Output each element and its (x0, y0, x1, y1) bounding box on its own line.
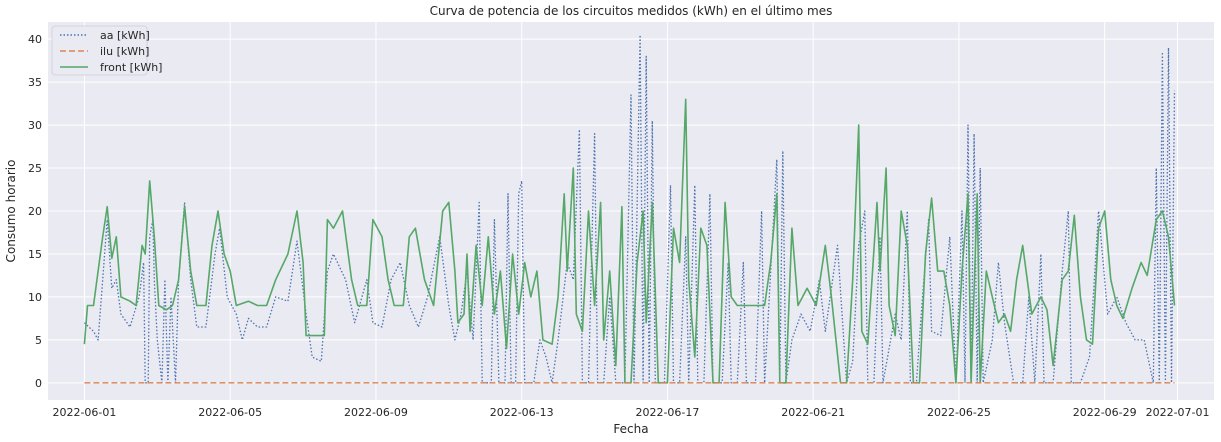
y-tick-labels: 0 5 10 15 20 25 30 35 40 (28, 33, 42, 390)
y-tick-label: 20 (28, 205, 42, 218)
y-tick-label: 5 (35, 334, 42, 347)
legend-aa-label: aa [kWh] (100, 29, 150, 42)
front-series-line (83, 98, 1176, 384)
x-tick-label: 2022-06-13 (490, 406, 554, 419)
y-tick-label: 0 (35, 377, 42, 390)
legend: aa [kWh] ilu [kWh] front [kWh] (51, 25, 162, 76)
y-axis-label: Consumo horario (4, 160, 18, 263)
aa-series-line (83, 34, 1176, 384)
x-tick-label: 2022-06-05 (198, 406, 262, 419)
y-tick-label: 30 (28, 119, 42, 132)
y-tick-label: 35 (28, 76, 42, 89)
legend-front-label: front [kWh] (100, 61, 162, 74)
x-tick-label: 2022-06-29 (1073, 406, 1137, 419)
y-tick-label: 15 (28, 248, 42, 261)
x-tick-label: 2022-06-01 (52, 406, 116, 419)
legend-ilu-label: ilu [kWh] (100, 45, 149, 58)
x-tick-label: 2022-06-25 (927, 406, 991, 419)
x-tick-label: 2022-06-09 (344, 406, 408, 419)
x-tick-label: 2022-06-21 (781, 406, 845, 419)
x-tick-label: 2022-06-17 (635, 406, 699, 419)
legend-box (51, 25, 148, 76)
y-tick-label: 40 (28, 33, 42, 46)
x-axis-label: Fecha (613, 422, 648, 436)
series-lines (83, 34, 1176, 384)
y-tick-label: 25 (28, 162, 42, 175)
chart-title: Curva de potencia de los circuitos medid… (430, 4, 833, 18)
y-tick-label: 10 (28, 291, 42, 304)
x-tick-label: 2022-07-01 (1146, 406, 1210, 419)
grid (48, 22, 1214, 400)
x-tick-labels: 2022-06-01 2022-06-05 2022-06-09 2022-06-13… (52, 406, 1209, 419)
